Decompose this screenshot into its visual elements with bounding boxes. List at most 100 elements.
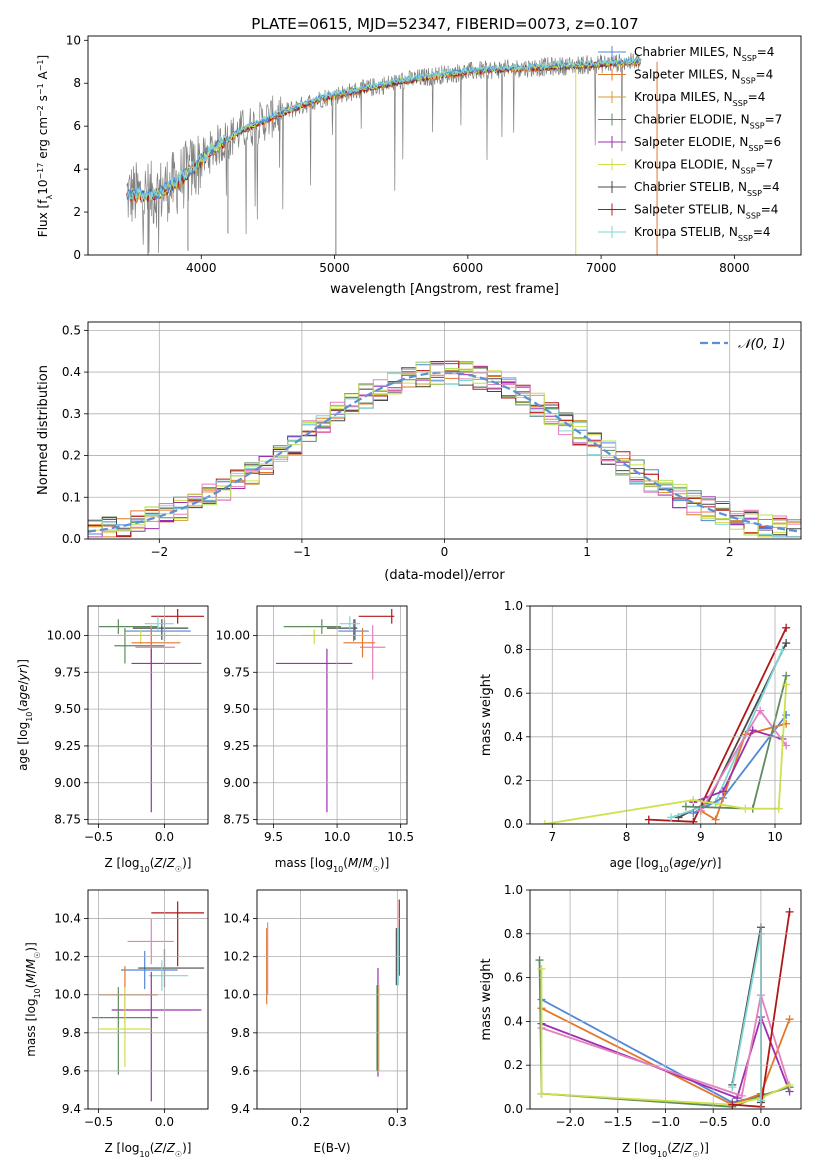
label-part: ( [150,856,155,870]
x-axis-label: Z [log10(Z/Z☉)] [622,1141,709,1159]
tick-label-x: 0.3 [388,1115,407,1129]
label-part: Salpeter STELIB, N [634,203,746,217]
label-part: M [24,958,38,969]
label-part: Chabrier MILES, N [634,45,742,59]
axes-frame [87,35,802,256]
axes-frame [87,889,209,1110]
weight-marker [782,680,791,689]
tick-label-x: 7000 [586,261,617,275]
label-part: )] [16,659,30,668]
label-part: / [680,1141,685,1155]
legend-label: 𝒩(0, 1) [738,337,785,352]
legend-label: Salpeter ELODIE, NSSP=6 [634,135,781,153]
weight-marker [689,809,698,818]
label-part: SSP [750,121,765,130]
tick-label-y: 0.2 [504,1058,523,1072]
tick-label-y: 9.25 [54,739,81,753]
legend-label: Kroupa MILES, NSSP=4 [634,90,765,108]
legend-label: Salpeter MILES, NSSP=4 [634,68,773,86]
axes-frame [529,889,802,1110]
label-part: SSP [742,54,757,63]
label-part: 10 [333,865,343,874]
label-part: Z [153,1141,163,1155]
tick-label-x: 4000 [186,261,217,275]
weight-marker [782,671,791,680]
tick-label-y: 0.0 [504,817,523,831]
label-part: Chabrier STELIB, N [634,180,747,194]
label-part: =4 [761,203,779,217]
tick-label-y: 0.4 [504,1014,523,1028]
axes-frame [256,605,408,825]
label-part: =4 [753,225,771,239]
label-part: mass [log [24,998,38,1056]
label-part: ( [667,1141,672,1155]
tick-label-y: 9.75 [223,665,250,679]
plot-area-age-vs-mass [276,608,395,813]
y-axis-label: mass weight [479,958,494,1040]
tick-label-y: 10.0 [54,988,81,1002]
label-part: / [696,856,701,870]
label-part: 10 [659,865,669,874]
tick-label-y: 0.0 [62,532,81,546]
tick-label-y: 9.25 [223,739,250,753]
label-part: =4 [756,68,774,82]
weight-marker [782,741,791,750]
x-axis-label: (data-model)/error [384,568,505,583]
weight-marker [540,820,549,824]
label-part: )] [24,942,38,951]
tick-label-y: 10 [66,33,81,47]
legend-label: Kroupa ELODIE, NSSP=7 [634,158,773,176]
label-part: M [348,856,359,870]
tick-label-x: 0.0 [155,1115,174,1129]
label-part: Flux [f [36,199,50,237]
label-part: Z [166,1141,176,1155]
label-part: Z [log [622,1141,657,1155]
tick-label-y: 9.4 [62,1102,81,1116]
label-part: SSP [746,211,761,220]
label-part: −1 [36,83,45,95]
tick-label-y: 10.4 [54,912,81,926]
tick-label-y: 0.6 [504,971,523,985]
axes-frame [87,605,209,825]
label-part: A [36,70,50,83]
spectrum-model [126,58,641,202]
label-part: ☉ [373,865,380,874]
label-part: =4 [762,180,780,194]
tick-label-x: −0.5 [699,1115,728,1129]
tick-label-y: 0.4 [62,365,81,379]
plot-area-weight-vs-age [540,623,791,824]
label-part: 10 [36,180,50,195]
weight-marker [741,804,750,813]
label-part: SSP [748,144,763,153]
weight-marker [728,1083,737,1092]
label-part: Z [671,1141,681,1155]
tick-label-x: 10 [767,830,782,844]
weight-marker [537,964,546,973]
tick-label-x: −2.0 [556,1115,585,1129]
label-part: E(B-V) [313,1141,350,1155]
tick-label-x: 10.0 [324,830,351,844]
label-part: yr [699,856,713,870]
weight-marker [733,1094,742,1103]
label-part: =4 [757,45,775,59]
tick-label-x: 10.5 [387,830,414,844]
plot-area-mass-vs-EBV [266,899,400,1077]
label-part: =6 [763,135,781,149]
spectrum-model [126,57,641,201]
weight-marker [737,1091,746,1100]
label-part: Kroupa ELODIE, N [634,158,741,172]
label-part: −2 [36,105,45,117]
label-part: ] [36,55,50,60]
label-part: ☉ [175,865,182,874]
tick-label-y: 0.2 [504,773,523,787]
label-part: )] [380,856,389,870]
label-part: =7 [765,113,783,127]
label-part: )] [182,856,191,870]
y-axis-label: mass [log10(M/M☉)] [24,942,42,1057]
label-part: mass [log [275,856,333,870]
weight-marker [535,956,544,965]
label-part: SSP [741,76,756,85]
tick-label-x: 8000 [719,261,750,275]
weight-marker [785,1015,794,1024]
tick-label-x: 2 [726,545,734,559]
